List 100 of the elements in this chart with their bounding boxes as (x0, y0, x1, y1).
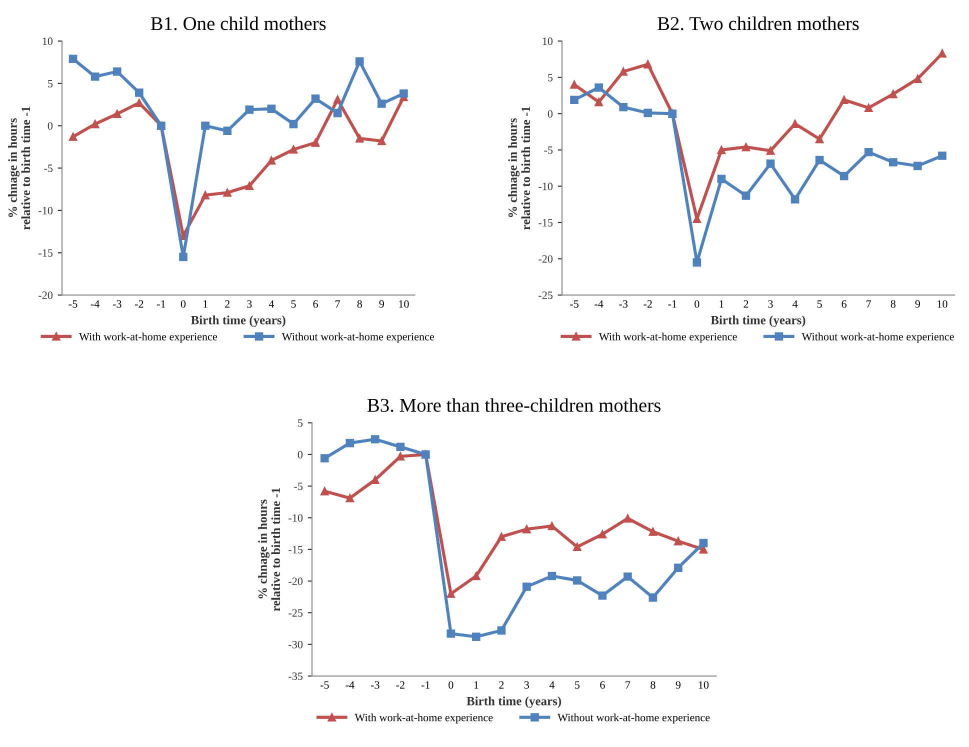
point (355, 57, 364, 66)
x-tick-label: 8 (650, 681, 656, 689)
point (446, 629, 456, 638)
point (346, 438, 354, 448)
x-tick-label: 9 (915, 300, 920, 308)
x-tick-label: 2 (744, 300, 748, 308)
legend-label: Without work-at-home experience (802, 332, 954, 343)
x-tick-label: 2 (499, 681, 504, 689)
point (888, 158, 898, 166)
y-tick-label: -5 (44, 164, 53, 172)
x-axis-title: Birth time (years) (466, 696, 562, 708)
point (573, 542, 582, 552)
x-tick-label: 6 (600, 681, 605, 689)
point (135, 98, 144, 108)
point (472, 632, 480, 641)
point (790, 120, 800, 128)
point (644, 60, 652, 68)
point (90, 120, 100, 128)
point (815, 134, 824, 144)
y-tick-label: -20 (538, 255, 553, 263)
x-tick-label: 1 (474, 681, 478, 689)
x-tick-label: -5 (320, 681, 329, 689)
point (938, 49, 946, 58)
point (355, 134, 364, 143)
point (570, 80, 578, 89)
chart-title: B2. Two children mothers (658, 16, 859, 30)
y-tick-label: -25 (538, 292, 553, 300)
x-tick-label: 10 (698, 681, 709, 689)
y-tick-label: 5 (298, 419, 303, 427)
point (311, 138, 320, 147)
x-tick-label: -3 (112, 300, 122, 308)
x-tick-label: 4 (792, 300, 798, 308)
y-tick-label: -15 (288, 546, 303, 554)
point (68, 132, 78, 141)
y-tick-label: 0 (548, 110, 553, 118)
x-tick-label: -1 (157, 300, 166, 308)
x-tick-label: -5 (570, 300, 578, 308)
point (497, 532, 506, 541)
chart-title: B1. One child mothers (150, 16, 326, 30)
legend-label: With work-at-home experience (598, 332, 737, 343)
point (717, 174, 726, 184)
point (864, 104, 873, 112)
point (815, 156, 824, 164)
point (400, 89, 408, 98)
point (864, 148, 873, 156)
point (90, 72, 100, 81)
y-tick-label: 0 (298, 450, 303, 458)
point (888, 90, 898, 98)
x-tick-label: 5 (575, 681, 580, 689)
x-tick-label: 7 (866, 300, 872, 308)
point (840, 96, 848, 104)
y-axis-title: % chnage in hours relative to birth time -1 (258, 488, 280, 612)
point (766, 160, 775, 168)
point (594, 83, 603, 92)
point (573, 576, 582, 585)
y-tick-label: -20 (38, 292, 53, 300)
point (201, 191, 210, 200)
point (333, 108, 342, 118)
x-tick-label: 7 (626, 681, 630, 689)
point (914, 162, 922, 170)
x-tick-label: -4 (90, 300, 100, 308)
y-axis-title: % chnage in hours relative to birth time -1 (8, 106, 30, 230)
point (179, 252, 188, 262)
x-tick-label: -2 (134, 300, 144, 308)
point (594, 98, 603, 106)
point (598, 530, 607, 538)
point (522, 582, 531, 591)
point (619, 102, 628, 112)
x-tick-label: 10 (938, 300, 948, 308)
point (333, 95, 342, 104)
y-tick-label: -20 (288, 578, 303, 586)
y-tick-label: -30 (288, 640, 303, 648)
x-tick-label: 8 (890, 300, 896, 308)
x-tick-label: -5 (68, 300, 78, 308)
y-tick-label: -10 (288, 514, 303, 522)
x-axis-title: Birth time (years) (191, 316, 286, 327)
legend-label: With work-at-home experience (79, 332, 217, 343)
point (570, 96, 578, 104)
point (497, 626, 506, 635)
point (624, 514, 632, 523)
point (370, 435, 380, 444)
x-tick-label: 0 (694, 300, 700, 308)
point (245, 105, 254, 114)
point (624, 572, 632, 581)
point (742, 191, 750, 200)
x-tick-label: 10 (399, 300, 409, 308)
y-tick-label: 10 (542, 38, 553, 46)
x-tick-label: 3 (247, 300, 252, 308)
x-tick-label: 3 (768, 300, 773, 308)
legend-label: With work-at-home experience (354, 713, 493, 724)
point (396, 452, 405, 461)
point (378, 136, 386, 146)
point (346, 494, 354, 502)
x-tick-label: -1 (668, 300, 676, 308)
point (267, 104, 276, 113)
x-axis-title: Birth time (years) (710, 316, 806, 327)
x-tick-label: 5 (817, 300, 822, 308)
point (717, 146, 726, 154)
point (766, 146, 775, 155)
point (223, 188, 232, 197)
